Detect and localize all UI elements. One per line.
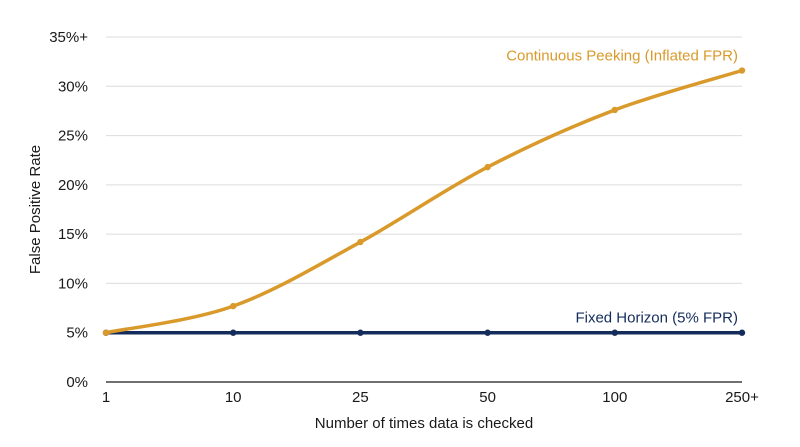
data-point-fixed-horizon-5-fpr bbox=[484, 329, 491, 336]
x-axis-title: Number of times data is checked bbox=[315, 415, 533, 432]
y-tick-label: 0% bbox=[66, 374, 88, 391]
y-axis-title: False Positive Rate bbox=[27, 145, 44, 274]
x-tick-label: 100 bbox=[602, 389, 627, 406]
data-point-fixed-horizon-5-fpr bbox=[738, 329, 746, 336]
x-tick-label: 25 bbox=[352, 389, 369, 406]
gridlines bbox=[106, 36, 742, 334]
y-tick-label: 25% bbox=[58, 128, 88, 145]
series-label-fixed-horizon-5-fpr: Fixed Horizon (5% FPR) bbox=[575, 310, 738, 327]
series-line-continuous-peeking-inflated-fpr bbox=[104, 68, 744, 335]
y-tick-label: 5% bbox=[66, 325, 88, 342]
y-tick-label: 10% bbox=[58, 275, 88, 292]
data-point-continuous-peeking-inflated-fpr bbox=[230, 302, 237, 310]
data-point-fixed-horizon-5-fpr bbox=[611, 329, 618, 336]
data-point-fixed-horizon-5-fpr bbox=[357, 329, 364, 336]
y-tick-label: 30% bbox=[58, 78, 88, 95]
data-point-fixed-horizon-5-fpr bbox=[230, 329, 237, 336]
x-tick-label: 50 bbox=[479, 389, 496, 406]
data-point-continuous-peeking-inflated-fpr bbox=[484, 163, 491, 171]
labels: 0% 5% 10% 15% 20% 25% 30% 35%+ 1 10 25 50 100 250+ Num… bbox=[27, 29, 759, 432]
data-point-continuous-peeking-inflated-fpr bbox=[611, 106, 618, 114]
y-tick-label: 20% bbox=[58, 177, 88, 194]
data-point-continuous-peeking-inflated-fpr bbox=[102, 329, 110, 336]
y-tick-label: 15% bbox=[58, 226, 88, 243]
data-point-continuous-peeking-inflated-fpr bbox=[738, 67, 746, 74]
data-point-continuous-peeking-inflated-fpr bbox=[357, 238, 364, 246]
series-label-continuous-peeking-inflated-fpr: Continuous Peeking (Inflated FPR) bbox=[506, 48, 738, 65]
x-tick-label: 1 bbox=[102, 389, 110, 406]
y-tick-label: 35%+ bbox=[49, 29, 88, 46]
series-lines bbox=[102, 67, 746, 336]
x-tick-label: 10 bbox=[225, 389, 242, 406]
x-tick-label: 250+ bbox=[725, 389, 759, 406]
